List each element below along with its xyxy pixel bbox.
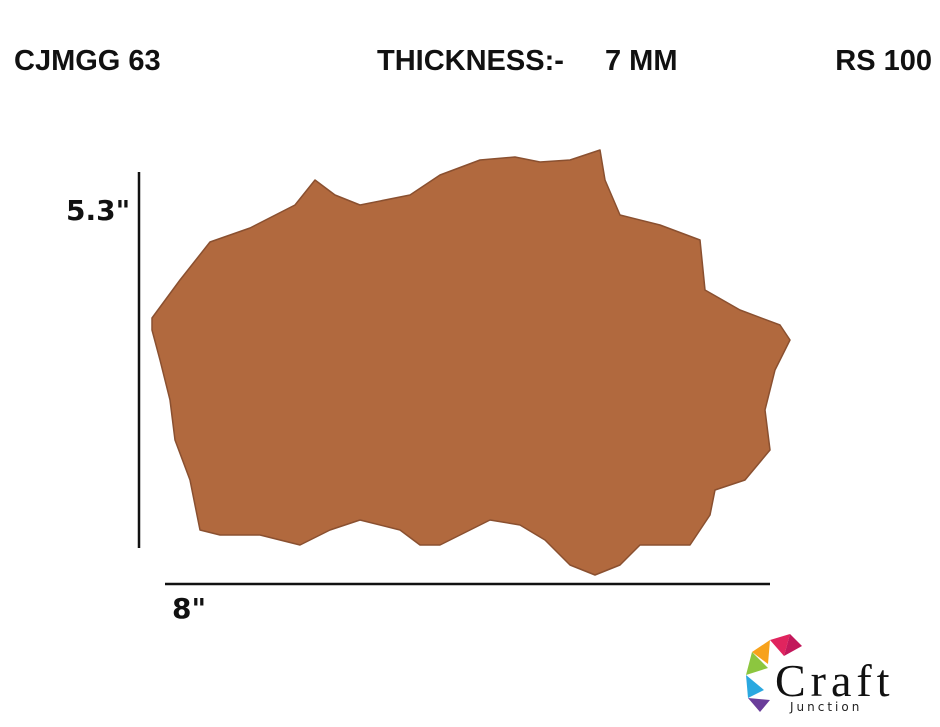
price: RS 100 [835, 45, 932, 77]
logo-subtitle: Junction [789, 700, 862, 714]
product-code: CJMGG 63 [14, 45, 161, 77]
logo-mark [746, 634, 802, 712]
logo-name: Craft [775, 655, 895, 706]
shape [151, 149, 791, 576]
thickness-label: THICKNESS:- [377, 45, 564, 77]
thickness-value: 7 MM [605, 45, 678, 77]
width-label: 8" [172, 592, 206, 625]
height-label: 5.3" [66, 194, 130, 227]
